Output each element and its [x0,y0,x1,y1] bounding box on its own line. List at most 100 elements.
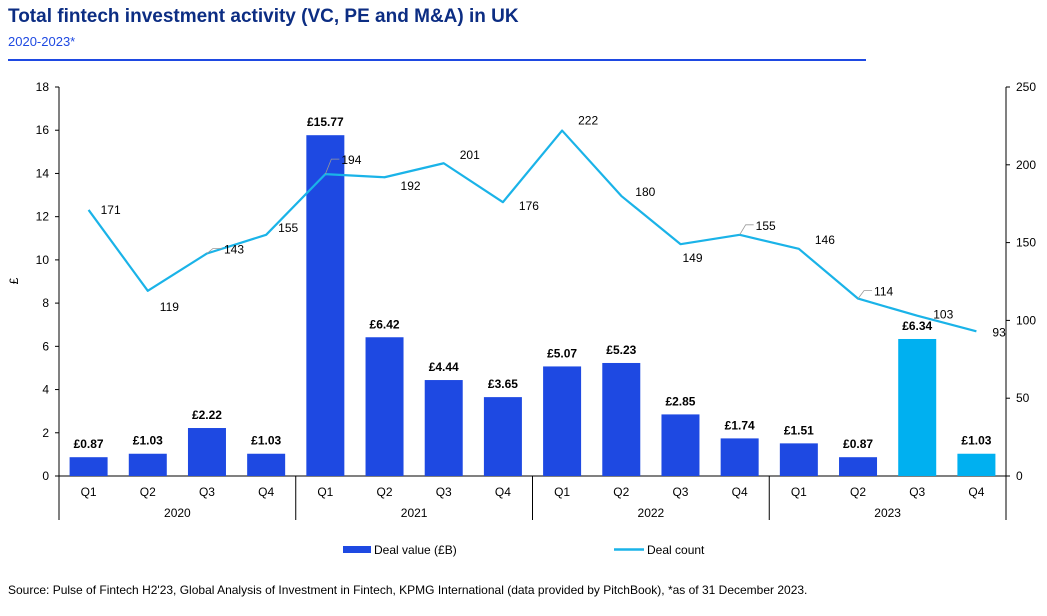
line-value-label: 171 [101,203,121,217]
chart-subtitle: 2020-2023* [8,34,76,49]
line-value-label: 194 [341,153,361,167]
line-value-label: 146 [815,233,835,247]
x-tick-label: Q2 [850,485,866,499]
line-value-label: 114 [874,285,893,299]
y-axis-label: £ [7,277,21,284]
bar-deal-value [128,453,167,476]
line-value-label: 180 [635,185,655,199]
y-tick-label: 18 [36,80,50,94]
bar-value-label: £1.51 [784,423,814,437]
bar-value-label: £3.65 [488,377,518,391]
y2-tick-label: 250 [1016,80,1036,94]
bar-deal-value [720,438,759,476]
x-tick-label: Q3 [672,485,688,499]
line-value-label: 201 [460,148,480,162]
x-tick-label: Q1 [791,485,807,499]
group-label-2021: 2021 [401,506,428,520]
source-note: Source: Pulse of Fintech H2'23, Global A… [8,583,808,597]
x-tick-label: Q2 [140,485,156,499]
title-divider [8,59,866,61]
legend-label-deal-value: Deal value (£B) [374,543,457,557]
bar-deal-value [247,453,286,476]
x-tick-label: Q3 [909,485,925,499]
x-tick-label: Q3 [199,485,215,499]
x-tick-label: Q4 [495,485,511,499]
bar-value-label: £6.34 [902,319,932,333]
line-value-label: 93 [992,325,1006,339]
bar-value-label: £15.77 [307,115,344,129]
leader-line [739,224,754,236]
line-value-label: 149 [682,251,702,265]
line-value-label: 103 [933,308,953,322]
x-tick-label: Q2 [613,485,629,499]
group-label-2023: 2023 [874,506,901,520]
bar-deal-value [661,414,700,476]
x-tick-label: Q3 [436,485,452,499]
legend-label-deal-count: Deal count [647,543,705,557]
x-tick-label: Q4 [968,485,984,499]
bar-deal-value [898,338,937,476]
y2-tick-label: 100 [1016,313,1036,327]
y2-tick-label: 150 [1016,236,1036,250]
bar-deal-value [957,453,996,476]
bar-value-label: £1.03 [133,434,163,448]
bar-deal-value [839,457,878,476]
x-tick-label: Q1 [81,485,97,499]
line-value-label: 119 [160,300,179,314]
bar-value-label: £0.87 [74,437,104,451]
bar-deal-value [424,380,463,476]
bar-value-label: £2.22 [192,408,222,422]
bars [69,135,996,476]
x-tick-label: Q1 [317,485,333,499]
bar-deal-value [306,135,345,476]
y2-tick-label: 0 [1016,469,1023,483]
leader-line [857,290,873,299]
bar-deal-value [602,362,641,476]
bar-deal-value [543,366,582,476]
deal-count-line [87,129,977,333]
chart-title: Total fintech investment activity (VC, P… [8,6,519,27]
y-tick-label: 10 [36,253,50,267]
bar-deal-value [779,443,818,476]
bar-deal-value [365,337,404,476]
y-tick-label: 8 [42,296,49,310]
bar-deal-value [187,428,226,476]
legend-swatch-deal-value [343,546,371,553]
y2-tick-label: 50 [1016,391,1030,405]
line-value-label: 222 [578,114,598,128]
bar-value-label: £2.85 [665,394,695,408]
x-tick-label: Q2 [377,485,393,499]
bar-value-label: £0.87 [843,437,873,451]
y-tick-label: 4 [42,383,49,397]
leader-line [206,248,222,254]
line-value-label: 192 [401,179,421,193]
bar-value-label: £1.03 [251,434,281,448]
legend: Deal value (£B) Deal count [343,543,705,557]
bar-value-label: £6.42 [370,317,400,331]
deal-count-polyline [87,129,977,333]
y-tick-label: 0 [42,469,49,483]
y-tick-label: 16 [36,123,50,137]
line-value-label: 155 [278,221,298,235]
bar-value-label: £1.74 [725,418,755,432]
x-tick-label: Q4 [258,485,274,499]
x-tick-label: Q1 [554,485,570,499]
line-value-label: 143 [224,242,244,256]
bar-value-label: £5.23 [606,343,636,357]
bar-deal-value [69,457,108,476]
group-label-2020: 2020 [164,506,191,520]
bar-value-label: £1.03 [961,434,991,448]
line-value-label: 176 [519,199,539,213]
bar-value-label: £5.07 [547,346,577,360]
data-labels: £0.87 £1.03 £2.22 £1.03 £15.77 £6.42 £4.44 £3.6… [74,114,1007,452]
y-tick-label: 6 [42,339,49,353]
y-tick-label: 14 [36,166,50,180]
y-tick-label: 12 [36,210,50,224]
line-value-label: 155 [756,219,776,233]
x-tick-label: Q4 [732,485,748,499]
bar-deal-value [483,397,522,476]
bar-value-label: £4.44 [429,360,459,374]
y-tick-label: 2 [42,426,49,440]
y2-tick-label: 200 [1016,158,1036,172]
